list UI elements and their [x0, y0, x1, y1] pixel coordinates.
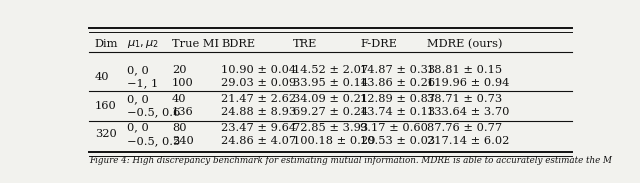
- Text: 69.27 ± 0.24: 69.27 ± 0.24: [293, 107, 369, 117]
- Text: 24.88 ± 8.93: 24.88 ± 8.93: [221, 107, 296, 117]
- Text: 24.86 ± 4.07: 24.86 ± 4.07: [221, 136, 296, 146]
- Text: 119.96 ± 0.94: 119.96 ± 0.94: [428, 78, 509, 88]
- Text: 14.87 ± 0.33: 14.87 ± 0.33: [360, 65, 435, 75]
- Text: 38.71 ± 0.73: 38.71 ± 0.73: [428, 94, 502, 104]
- Text: 40: 40: [172, 94, 186, 104]
- Text: True MI: True MI: [172, 39, 219, 49]
- Text: 23.47 ± 9.64: 23.47 ± 9.64: [221, 123, 296, 133]
- Text: 20: 20: [172, 65, 186, 75]
- Text: 13.74 ± 0.13: 13.74 ± 0.13: [360, 107, 435, 117]
- Text: TRE: TRE: [293, 39, 317, 49]
- Text: 34.09 ± 0.21: 34.09 ± 0.21: [293, 94, 369, 104]
- Text: MDRE (ours): MDRE (ours): [428, 39, 502, 49]
- Text: 80: 80: [172, 123, 186, 133]
- Text: 133.64 ± 3.70: 133.64 ± 3.70: [428, 107, 509, 117]
- Text: 14.52 ± 2.07: 14.52 ± 2.07: [293, 65, 369, 75]
- Text: 12.89 ± 0.87: 12.89 ± 0.87: [360, 94, 435, 104]
- Text: 100.18 ± 0.29: 100.18 ± 0.29: [293, 136, 376, 146]
- Text: 72.85 ± 3.93: 72.85 ± 3.93: [293, 123, 369, 133]
- Text: 29.03 ± 0.09: 29.03 ± 0.09: [221, 78, 296, 88]
- Text: 10.90 ± 0.04: 10.90 ± 0.04: [221, 65, 296, 75]
- Text: F-DRE: F-DRE: [360, 39, 397, 49]
- Text: 240: 240: [172, 136, 193, 146]
- Text: 320: 320: [95, 129, 116, 139]
- Text: 18.81 ± 0.15: 18.81 ± 0.15: [428, 65, 502, 75]
- Text: 87.76 ± 0.77: 87.76 ± 0.77: [428, 123, 502, 133]
- Text: 13.86 ± 0.26: 13.86 ± 0.26: [360, 78, 435, 88]
- Text: −1, 1: −1, 1: [127, 78, 158, 88]
- Text: $\mu_1, \mu_2$: $\mu_1, \mu_2$: [127, 38, 159, 50]
- Text: 10.53 ± 0.03: 10.53 ± 0.03: [360, 136, 435, 146]
- Text: 0, 0: 0, 0: [127, 65, 149, 75]
- Text: 21.47 ± 2.62: 21.47 ± 2.62: [221, 94, 296, 104]
- Text: 0, 0: 0, 0: [127, 94, 149, 104]
- Text: 0, 0: 0, 0: [127, 123, 149, 133]
- Text: BDRE: BDRE: [221, 39, 255, 49]
- Text: 40: 40: [95, 72, 109, 82]
- Text: 136: 136: [172, 107, 193, 117]
- Text: 33.95 ± 0.14: 33.95 ± 0.14: [293, 78, 369, 88]
- Text: 9.17 ± 0.60: 9.17 ± 0.60: [360, 123, 428, 133]
- Text: 160: 160: [95, 100, 116, 111]
- Text: 217.14 ± 6.02: 217.14 ± 6.02: [428, 136, 509, 146]
- Text: 100: 100: [172, 78, 193, 88]
- Text: −0.5, 0.5: −0.5, 0.5: [127, 136, 180, 146]
- Text: Figure 4: High discrepancy benchmark for estimating mutual information. MDRE is : Figure 4: High discrepancy benchmark for…: [89, 156, 612, 165]
- Text: Dim: Dim: [95, 39, 118, 49]
- Text: −0.5, 0.6: −0.5, 0.6: [127, 107, 180, 117]
